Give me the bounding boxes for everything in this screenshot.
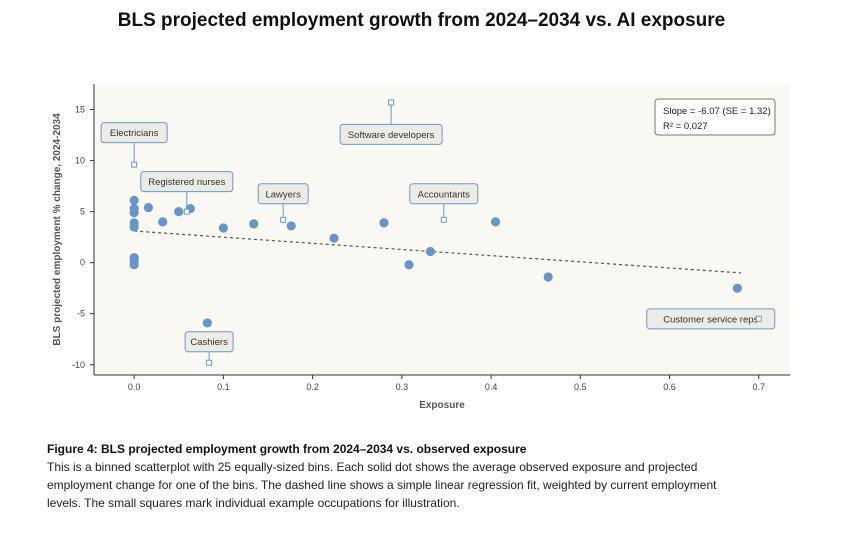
caption-body: This is a binned scatterplot with 25 equ… — [47, 460, 717, 510]
annotation-box — [100, 122, 168, 144]
annotation-label: Software developers — [348, 130, 435, 141]
x-tick-label: 0.7 — [753, 382, 766, 392]
data-point — [286, 221, 296, 231]
annotation-marker — [280, 216, 287, 223]
caption-heading: Figure 4: BLS projected employment growt… — [47, 442, 527, 456]
x-tick-label: 0.2 — [306, 382, 319, 392]
stats-box: Slope = -6.07 (SE = 1.32) R² = 0.027 — [654, 98, 776, 136]
y-tick-label: -5 — [77, 309, 85, 319]
x-tick-label: 0.3 — [396, 382, 409, 392]
stats-r2: R² = 0.027 — [663, 121, 708, 132]
annotation-label: Accountants — [418, 189, 471, 200]
annotation-marker — [183, 208, 190, 215]
annotation-marker — [206, 359, 213, 366]
y-axis-label: BLS projected employment % change, 2024-… — [52, 113, 63, 346]
annotation-marker — [440, 216, 447, 223]
data-point — [490, 217, 501, 227]
annotation-customer-service-reps: Customer service reps — [646, 308, 776, 330]
stats-box-frame — [654, 98, 776, 136]
data-point — [249, 219, 259, 229]
annotation-label: Registered nurses — [148, 177, 225, 188]
annotation-box — [339, 123, 443, 145]
annotation-label: Customer service reps — [663, 314, 758, 325]
annotation-software-developers: Software developers — [339, 99, 443, 145]
regression-line-group — [134, 230, 741, 274]
annotation-box — [184, 331, 234, 353]
data-point — [129, 260, 139, 270]
y-tick-label: 10 — [75, 156, 85, 166]
data-point — [379, 218, 389, 228]
data-point — [425, 246, 435, 257]
y-tick-label: -10 — [72, 360, 85, 370]
x-tick-label: 0.4 — [485, 382, 498, 392]
data-point — [129, 195, 139, 205]
scatter-chart: 0.0 0.1 0.2 0.3 0.4 0.5 0.6 0.7 15 10 5 0 -5 -10 Expos… — [52, 84, 790, 411]
annotation-label: Lawyers — [265, 189, 301, 200]
data-point — [174, 207, 184, 217]
data-point — [158, 217, 168, 227]
annotations: Electricians Registered nurses Lawyers Soft… — [100, 99, 776, 366]
data-point — [129, 208, 139, 218]
data-points — [129, 195, 742, 328]
annotation-marker — [131, 161, 138, 168]
annotation-label: Cashiers — [190, 337, 228, 348]
chart-title: BLS projected employment growth from 202… — [117, 10, 726, 31]
annotation-registered-nurses: Registered nurses — [140, 171, 234, 215]
annotation-cashiers: Cashiers — [184, 331, 234, 366]
annotation-lawyers: Lawyers — [257, 183, 309, 223]
x-tick-label: 0.0 — [128, 382, 141, 392]
annotation-electricians: Electricians — [100, 122, 168, 168]
x-tick-label: 0.6 — [663, 382, 676, 392]
data-point — [143, 202, 154, 213]
annotation-accountants: Accountants — [409, 183, 479, 223]
annotation-box — [140, 171, 234, 193]
annotation-label: Electricians — [110, 128, 159, 139]
y-tick-label: 5 — [80, 207, 85, 217]
data-point — [202, 318, 212, 328]
data-point — [129, 222, 139, 232]
data-point — [404, 260, 414, 270]
x-axis-label: Exposure — [419, 400, 465, 411]
regression-line — [134, 230, 741, 274]
x-tick-label: 0.1 — [217, 382, 230, 392]
annotation-marker — [755, 315, 762, 322]
annotation-box — [409, 183, 479, 205]
x-tick-label: 0.5 — [574, 382, 587, 392]
annotation-box — [257, 183, 309, 205]
y-tick-label: 15 — [75, 105, 85, 115]
annotation-box — [646, 308, 776, 330]
data-point — [732, 283, 742, 293]
data-point — [329, 233, 339, 243]
stats-slope: Slope = -6.07 (SE = 1.32) — [663, 106, 771, 117]
figure-caption: Figure 4: BLS projected employment growt… — [47, 440, 747, 512]
axes: 0.0 0.1 0.2 0.3 0.4 0.5 0.6 0.7 15 10 5 0 -5 -10 Expos… — [52, 84, 790, 411]
data-point — [543, 272, 553, 282]
annotation-marker — [388, 99, 395, 106]
y-tick-label: 0 — [80, 258, 85, 268]
data-point — [218, 223, 228, 233]
